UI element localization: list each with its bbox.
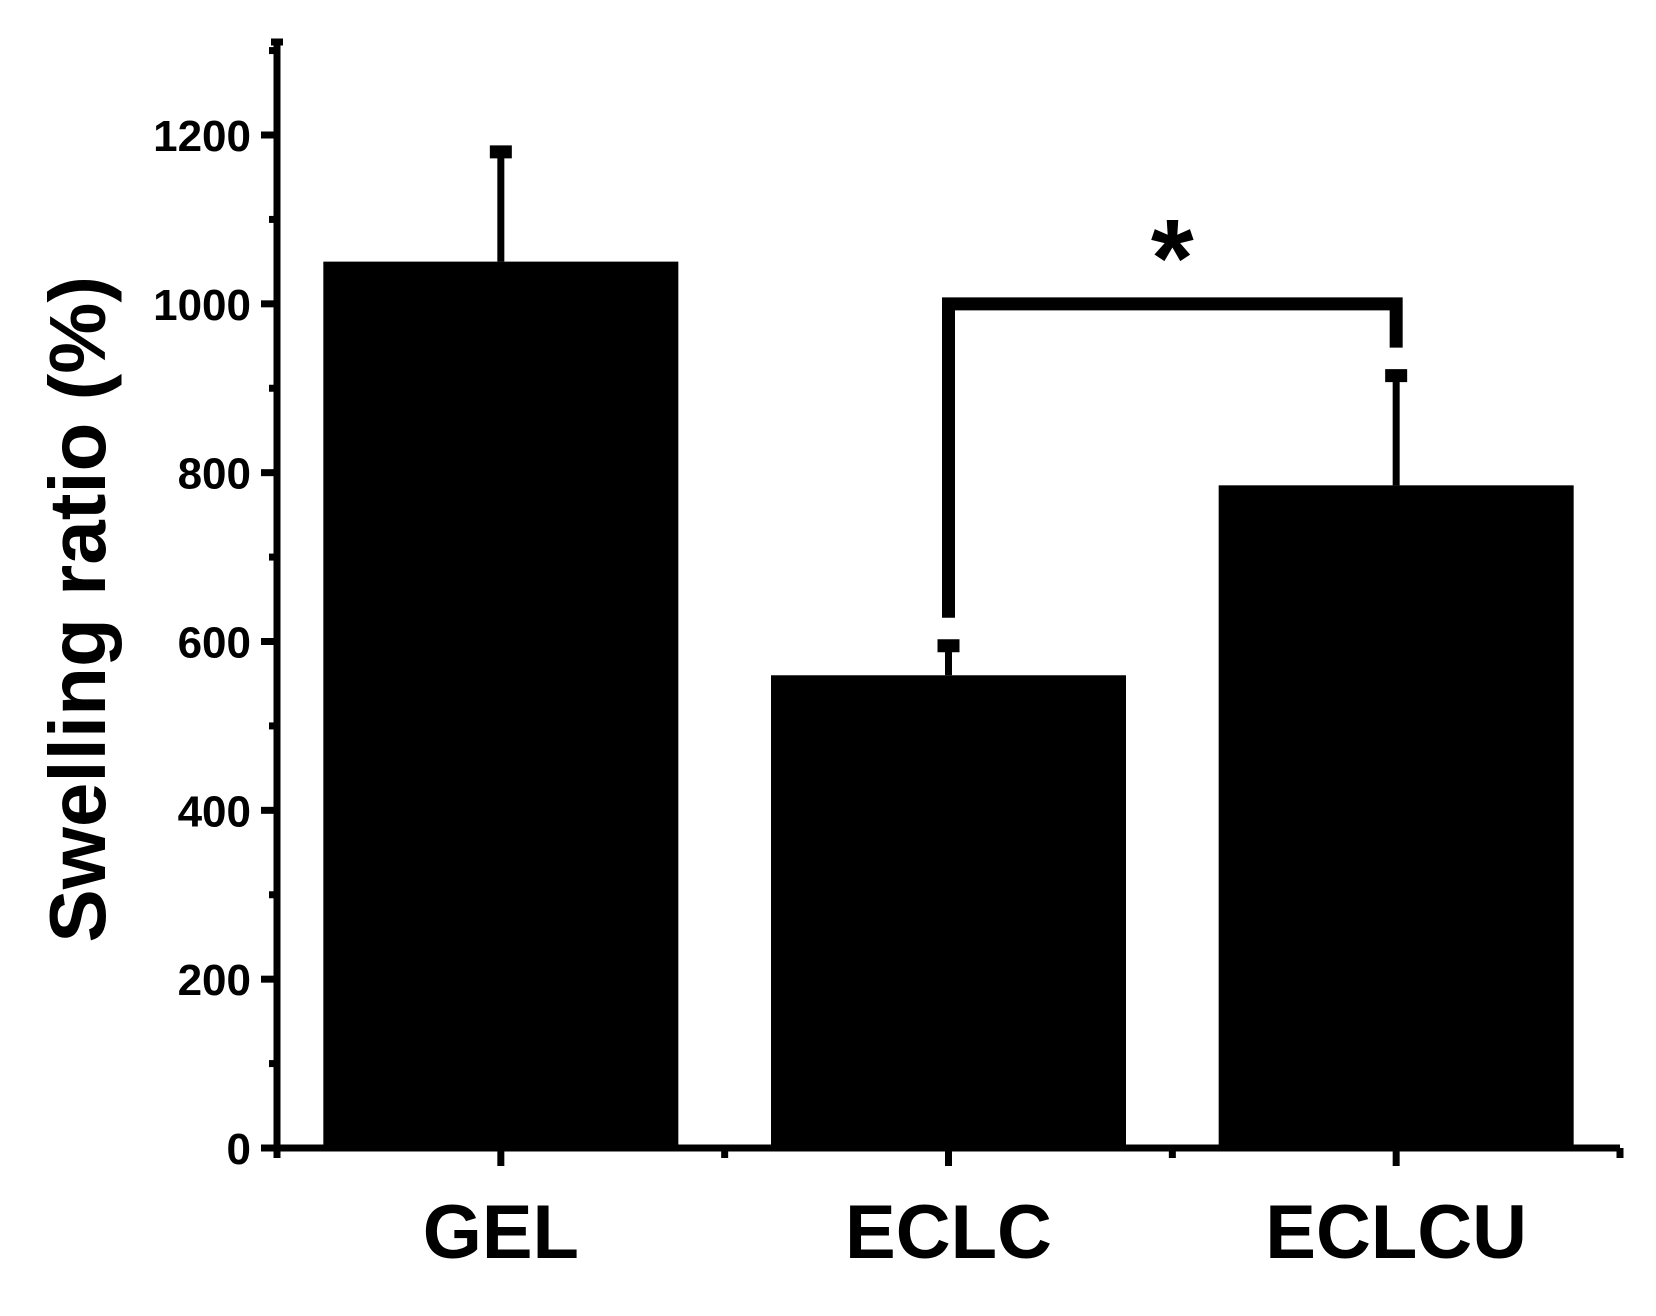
y-tick-label: 1000: [153, 281, 251, 330]
y-tick-label: 400: [178, 787, 251, 836]
x-tick-label-eclc: ECLC: [845, 1190, 1052, 1275]
error-bars-layer: [489, 145, 1408, 676]
x-tick-label-eclcu: ECLCU: [1265, 1190, 1527, 1275]
bar-gel: [323, 261, 679, 1148]
y-tick-label: 200: [178, 956, 251, 1005]
y-tick-label: 800: [178, 450, 251, 499]
bar-eclcu: [1218, 485, 1574, 1148]
error-bar-eclc: [937, 639, 960, 676]
x-tick-label-gel: GEL: [423, 1190, 579, 1275]
x-ticks-layer: GEL ECLC ECLCU: [273, 1148, 1624, 1275]
significance-label: *: [1151, 197, 1194, 320]
bar-eclc: [771, 675, 1126, 1148]
error-bar-gel: [489, 145, 512, 262]
y-ticks-layer: 0 200 400 600 800 1000 1200: [153, 47, 277, 1174]
significance-layer: *: [942, 197, 1403, 618]
bars-layer: [323, 261, 1574, 1148]
y-tick-label: 1200: [153, 112, 251, 161]
error-bar-eclcu: [1385, 369, 1408, 486]
y-axis-title: Swelling ratio (%): [33, 276, 122, 943]
y-tick-label: 0: [227, 1125, 251, 1174]
significance-bracket: [942, 297, 1403, 618]
y-tick-label: 600: [178, 619, 251, 668]
